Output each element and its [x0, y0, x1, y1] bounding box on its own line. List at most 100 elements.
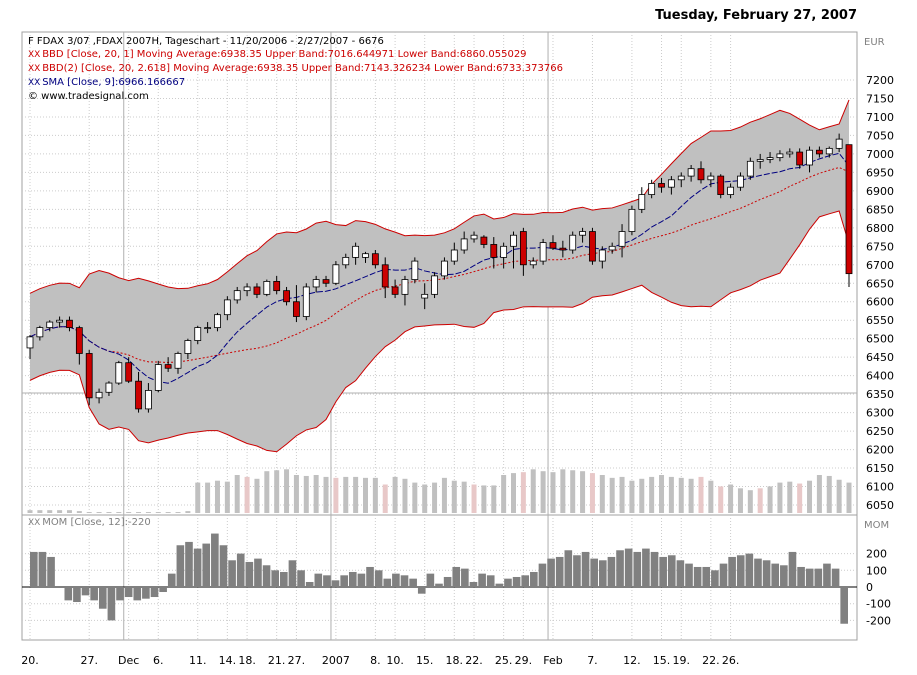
- price-tick-label: 7150: [866, 92, 894, 105]
- candle-body: [796, 151, 804, 166]
- mom-bar: [98, 587, 107, 609]
- mom-bar: [797, 566, 805, 587]
- mom-bar: [64, 587, 73, 601]
- mom-bar: [73, 587, 81, 603]
- candle-body: [253, 286, 261, 295]
- mom-bar: [357, 573, 366, 587]
- mom-tick-label: -100: [866, 598, 891, 611]
- volume-bar: [441, 477, 447, 513]
- candle: [302, 283, 310, 321]
- mom-bar: [780, 565, 788, 587]
- price-tick-label: 6900: [866, 185, 894, 198]
- mom-bar: [193, 548, 202, 587]
- volume-bar: [728, 484, 734, 513]
- candle-body: [648, 183, 656, 195]
- mom-bar: [702, 566, 711, 587]
- candle-body: [835, 138, 843, 149]
- mom-bar: [426, 573, 435, 587]
- volume-bar: [264, 471, 270, 513]
- volume-bar: [649, 476, 655, 513]
- x-tick-label: 2007: [322, 654, 350, 667]
- candle-body: [263, 281, 271, 295]
- mom-bar: [590, 558, 598, 587]
- candle: [687, 165, 695, 182]
- volume-bar: [205, 482, 211, 513]
- mom-axis-label: MOM: [864, 520, 889, 531]
- candle-body: [460, 238, 468, 251]
- x-tick-label: 22.: [702, 654, 720, 667]
- mom-bar: [400, 575, 409, 587]
- volume-bar: [353, 476, 359, 513]
- mom-bar: [435, 583, 443, 587]
- volume-bar: [481, 485, 487, 513]
- mom-bar: [81, 587, 90, 596]
- mom-bar: [409, 578, 417, 587]
- volume-bar: [777, 482, 783, 513]
- candle-body: [519, 231, 527, 266]
- volume-bar: [550, 472, 556, 513]
- mom-bar: [538, 563, 547, 587]
- candle: [233, 286, 241, 304]
- volume-bar: [244, 476, 250, 513]
- volume-bar: [333, 477, 339, 513]
- mom-bar: [762, 560, 771, 587]
- mom-bar: [469, 581, 478, 587]
- candle: [559, 240, 567, 258]
- candle-body: [371, 253, 379, 266]
- price-tick-label: 6550: [866, 314, 894, 327]
- legend-marker-icon: XX: [28, 64, 41, 74]
- mom-bar: [305, 581, 314, 587]
- candle: [618, 224, 626, 258]
- candle-body: [401, 279, 409, 295]
- candle: [589, 227, 596, 265]
- volume-bar: [718, 486, 724, 513]
- candle-body: [697, 168, 705, 181]
- candle: [352, 242, 360, 265]
- volume-bar: [609, 477, 615, 513]
- x-tick-label: Feb: [543, 654, 562, 667]
- candle: [214, 312, 221, 332]
- candle-body: [26, 336, 34, 349]
- price-tick-label: 6050: [866, 499, 894, 512]
- volume-bar: [708, 480, 714, 513]
- legend: F FDAX 3/07 ,FDAX 2007H, Tageschart - 11…: [28, 35, 563, 103]
- candle-body: [746, 160, 754, 177]
- mom-bar: [254, 558, 262, 587]
- mom-bar: [607, 556, 616, 587]
- bollinger-band-fill: [30, 99, 849, 452]
- volume-bar: [461, 481, 467, 513]
- candle-body: [638, 194, 646, 210]
- candle: [56, 316, 64, 328]
- mom-bar: [443, 576, 452, 587]
- candle-body: [579, 231, 586, 236]
- volume-bar: [402, 478, 408, 513]
- candle: [441, 257, 448, 280]
- volume-bar: [668, 476, 674, 513]
- mom-bar: [659, 556, 667, 587]
- candle-body: [490, 244, 498, 258]
- lower-band-line: [29, 210, 850, 453]
- candle: [845, 144, 853, 287]
- volume-bar: [619, 476, 625, 513]
- mom-pane-frame: [21, 514, 858, 641]
- candle: [174, 351, 182, 374]
- candle-body: [332, 264, 340, 284]
- candle-body: [589, 231, 596, 262]
- candle: [796, 148, 804, 169]
- volume-bar: [836, 479, 842, 513]
- candle-body: [569, 234, 577, 251]
- mom-bar: [581, 551, 590, 587]
- candle: [411, 257, 419, 284]
- mom-bar: [521, 575, 530, 587]
- candle-body: [815, 149, 823, 155]
- candle: [549, 235, 557, 250]
- volume-bar: [451, 480, 457, 513]
- candle-body: [510, 234, 517, 247]
- mom-bar: [245, 561, 254, 587]
- candle-body: [135, 380, 142, 410]
- candle: [105, 381, 113, 396]
- mom-bar: [392, 573, 400, 587]
- moving-average-line: [29, 166, 850, 363]
- candle-body: [283, 290, 290, 303]
- mom-bar: [555, 556, 564, 587]
